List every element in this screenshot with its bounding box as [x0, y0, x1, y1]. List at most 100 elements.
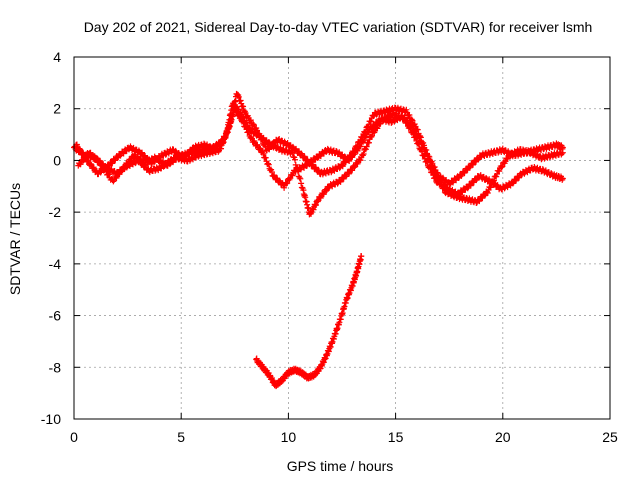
y-tick-label: 4	[53, 49, 61, 65]
data-point	[265, 160, 272, 167]
data-point	[77, 161, 84, 168]
data-point	[341, 153, 348, 160]
data-point	[216, 142, 223, 149]
data-point	[95, 157, 102, 164]
data-point	[481, 192, 488, 199]
x-tick-label: 15	[388, 429, 404, 445]
series-track-3	[73, 100, 566, 218]
data-point	[403, 106, 410, 113]
data-point	[87, 160, 94, 167]
data-point	[475, 156, 482, 163]
data-point	[276, 177, 283, 184]
data-point	[76, 146, 83, 153]
data-point	[362, 146, 369, 153]
data-point	[298, 150, 305, 157]
data-point	[414, 140, 421, 147]
data-point	[323, 188, 330, 195]
data-point	[214, 146, 221, 153]
data-point	[504, 156, 511, 163]
data-point	[493, 173, 500, 180]
data-point	[357, 157, 364, 164]
data-point	[432, 175, 439, 182]
data-point	[262, 154, 269, 161]
series-track-1	[71, 90, 566, 188]
data-point	[408, 116, 415, 123]
data-point	[424, 159, 431, 166]
data-point	[559, 144, 566, 151]
x-tick-label: 25	[602, 429, 618, 445]
data-point	[105, 171, 112, 178]
data-point	[409, 122, 416, 129]
data-point	[368, 118, 375, 125]
y-tick-label: -2	[49, 204, 62, 220]
y-tick-label: -4	[49, 256, 62, 272]
data-point	[240, 114, 247, 121]
axis-ticks: 0 5 10 15 20 25 -10 -8 -6 -4 -2 0 2 4	[41, 49, 618, 445]
data-point	[250, 121, 257, 128]
data-point	[339, 163, 346, 170]
data-point	[114, 154, 121, 161]
data-point	[167, 161, 174, 168]
data-point	[118, 168, 125, 175]
data-point	[496, 168, 503, 175]
data-point	[250, 121, 257, 128]
data-point	[421, 152, 428, 159]
data-point	[222, 134, 229, 141]
data-point	[424, 151, 431, 158]
data-point	[401, 114, 408, 121]
data-point	[407, 125, 414, 132]
data-point	[110, 178, 117, 185]
data-point	[217, 141, 224, 148]
y-tick-label: 0	[53, 152, 61, 168]
data-point	[342, 173, 349, 180]
data-point	[360, 150, 367, 157]
x-tick-label: 10	[281, 429, 297, 445]
data-point	[237, 97, 244, 104]
data-point	[368, 133, 375, 140]
data-point	[172, 147, 179, 154]
data-point	[307, 209, 314, 216]
data-point	[365, 139, 372, 146]
y-tick-label: -10	[41, 411, 61, 427]
data-point	[498, 164, 505, 171]
data-point	[310, 206, 317, 213]
data-point	[358, 253, 365, 260]
data-point	[289, 172, 296, 179]
data-point	[314, 155, 321, 162]
data-point	[346, 158, 353, 165]
data-point	[360, 137, 367, 144]
x-axis-title: GPS time / hours	[287, 458, 394, 474]
data-point	[518, 172, 525, 179]
data-point	[106, 163, 113, 170]
data-point	[491, 180, 498, 187]
data-point	[98, 161, 105, 168]
data-point	[351, 164, 358, 171]
x-tick-label: 20	[495, 429, 511, 445]
chart-title: Day 202 of 2021, Sidereal Day-to-day VTE…	[84, 19, 593, 35]
data-point	[243, 119, 250, 126]
data-point	[265, 161, 272, 168]
data-point	[349, 167, 356, 174]
data-point	[406, 124, 413, 131]
data-point	[247, 117, 254, 124]
data-point	[259, 148, 266, 155]
data-point	[89, 152, 96, 159]
plot-frame	[73, 56, 611, 420]
data-point	[320, 191, 327, 198]
y-tick-label: -8	[49, 359, 62, 375]
y-tick-label: -6	[49, 308, 62, 324]
data-point	[415, 141, 422, 148]
data-point	[296, 174, 303, 181]
data-point	[406, 111, 413, 118]
data-point	[509, 180, 516, 187]
data-point	[464, 185, 471, 192]
data-point	[284, 180, 291, 187]
data-point	[369, 132, 376, 139]
grid	[74, 57, 610, 419]
data-point	[240, 103, 247, 110]
data-point	[499, 163, 506, 170]
data-point	[116, 171, 123, 178]
data-point	[559, 176, 566, 183]
data-point	[234, 92, 241, 99]
